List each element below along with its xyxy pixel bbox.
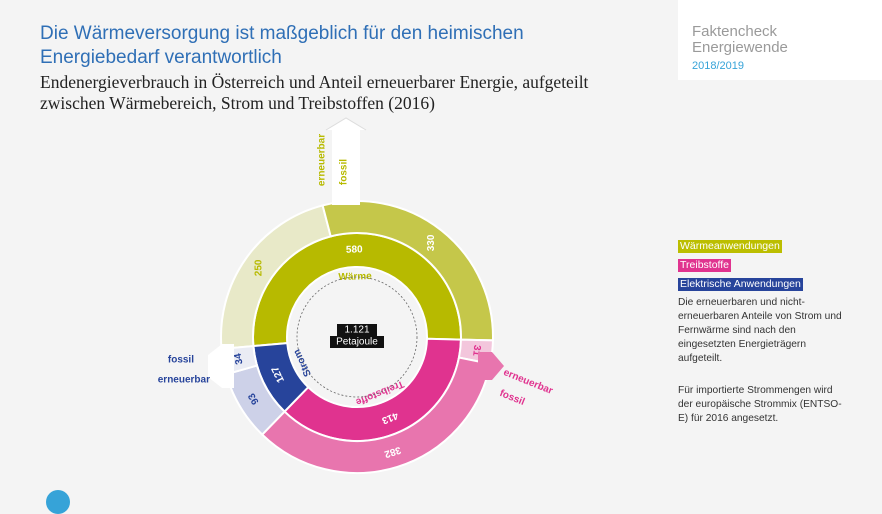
center-total-value: 1.121: [344, 325, 369, 336]
callout-top-arrow: [326, 118, 366, 205]
center-total-box: [337, 324, 377, 336]
page-title: Die Wärmeversorgung ist maßgeblich für d…: [40, 23, 524, 68]
legend-item-treibstoffe: Treibstoffe: [678, 259, 732, 272]
note-shares: Die erneuerbaren und nicht-erneuerbaren …: [678, 297, 842, 364]
logo-icon: [46, 490, 70, 514]
chart-legend: Wärmeanwendungen Treibstoffe Elektrische…: [678, 236, 803, 293]
callout-right-fossil: fossil: [498, 388, 527, 408]
outer-value-label: 250: [253, 259, 264, 276]
callout-top-fossil: fossil: [339, 159, 350, 185]
center-unit-box: [330, 336, 384, 348]
center-total-unit: Petajoule: [336, 337, 378, 348]
callout-right-arrow: [478, 352, 504, 380]
callout-top-arrow-edge: [325, 117, 367, 131]
page-subtitle: Endenergieverbrauch in Österreich und An…: [40, 72, 589, 113]
inner-dashed-circle: [296, 276, 418, 398]
outer-value-label: 330: [426, 234, 437, 251]
inner-value-label: 580: [346, 244, 363, 256]
callout-left-arrow: [208, 344, 234, 388]
brand-year: 2018/2019: [692, 60, 744, 72]
callout-left-fossil: fossil: [168, 355, 194, 366]
legend-item-strom: Elektrische Anwendungen: [678, 278, 803, 291]
brand-box: Faktencheck Energiewende 2018/2019: [678, 0, 882, 80]
callout-top-erneuerbar: erneuerbar: [317, 134, 328, 186]
outer-value-label: 382: [382, 444, 402, 460]
legend-item-waerme: Wärmeanwendungen: [678, 240, 782, 253]
brand-line-1: Faktencheck: [692, 23, 778, 40]
note-import: Für importierte Strommengen wird der eur…: [678, 385, 842, 424]
brand-line-2: Energiewende: [692, 39, 788, 56]
outer-value-label: 34: [232, 352, 245, 365]
outer-value-label: 93: [246, 391, 261, 407]
callout-left-erneuerbar: erneuerbar: [158, 375, 210, 386]
